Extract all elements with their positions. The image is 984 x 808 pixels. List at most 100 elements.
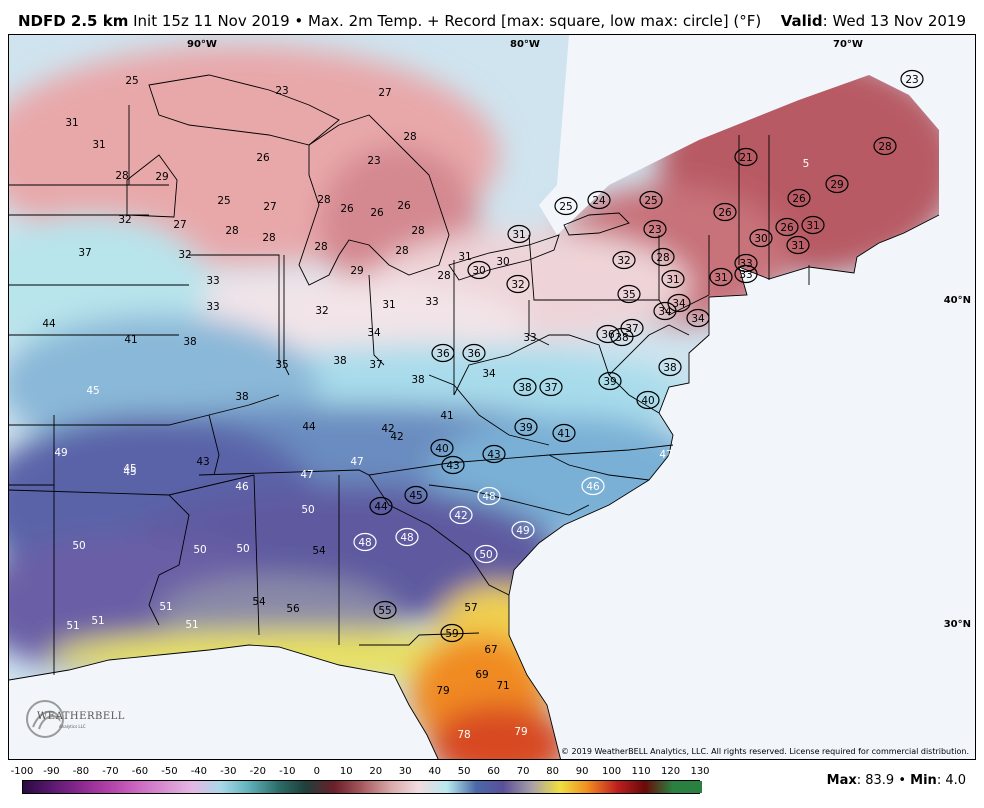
temperature-map: 25 23 27 31 31 28 26 23 28 29 25 27 28 26 26 26 32 27 28 28… <box>8 34 976 760</box>
station-temp-label: 29 <box>155 171 168 183</box>
record-circle <box>467 260 491 280</box>
record-low-max-marker: 48 <box>395 527 419 547</box>
temp-value: 44 <box>302 421 316 433</box>
temp-value: 28 <box>411 225 424 237</box>
colorbar-segment <box>362 781 391 793</box>
temp-value: 79 <box>436 685 449 697</box>
valid-date: : Wed 13 Nov 2019 <box>822 12 966 30</box>
temp-value: 28 <box>656 252 669 264</box>
record-low-max-marker: 41 <box>552 423 576 443</box>
record-circle <box>598 371 622 391</box>
temp-value: 28 <box>115 170 128 182</box>
temp-value: 48 <box>482 491 495 503</box>
station-temp-label: 5 <box>803 158 810 170</box>
record-low-max-marker: 21 <box>734 147 758 167</box>
colorbar-segment <box>192 781 222 793</box>
station-temp-label: 32 <box>118 214 131 226</box>
record-circle <box>643 219 667 239</box>
record-low-max-marker: 38 <box>513 377 537 397</box>
temp-value: 28 <box>437 270 450 282</box>
colorbar-tick-label: 100 <box>602 766 622 777</box>
temp-value: 25 <box>644 195 657 207</box>
record-low-max-marker: 35 <box>617 284 641 304</box>
record-circle <box>661 269 685 289</box>
record-low-max-marker: 59 <box>440 623 464 643</box>
record-low-max-marker: 32 <box>506 274 530 294</box>
station-temp-label: 28 <box>317 194 330 206</box>
station-temp-label: 44 <box>302 421 316 433</box>
record-low-max-marker: 28 <box>651 247 675 267</box>
station-temp-label: 54 <box>252 596 266 608</box>
temp-value: 32 <box>178 249 191 261</box>
temp-value: 5 <box>803 158 810 170</box>
temp-value: 26 <box>792 193 806 205</box>
record-low-max-marker: 42 <box>449 505 473 525</box>
station-temp-label: 71 <box>496 680 509 692</box>
colorbar-segment <box>475 781 504 793</box>
record-low-max-marker: 26 <box>787 188 811 208</box>
colorbar-segment <box>164 781 193 793</box>
temp-value: 38 <box>333 355 346 367</box>
station-temp-label: 33 <box>523 332 536 344</box>
lon-label-70w: 70°W <box>833 39 863 50</box>
station-temp-label: 78 <box>457 729 470 741</box>
logo-subtext: Analytics LLC <box>59 724 86 729</box>
temp-value: 31 <box>791 240 804 252</box>
colorbar-segment <box>220 781 250 793</box>
temp-value: 31 <box>714 272 727 284</box>
temp-value: 79 <box>514 726 527 738</box>
header-title: NDFD 2.5 km Init 15z 11 Nov 2019 • Max. … <box>18 12 761 30</box>
record-low-max-marker: 31 <box>507 224 531 244</box>
station-temp-label: 38 <box>333 355 346 367</box>
station-temp-label: 67 <box>484 644 497 656</box>
colorbar-tick-label: -70 <box>102 766 119 777</box>
colorbar-tick-label: -60 <box>131 766 149 777</box>
record-circle <box>511 520 535 540</box>
record-circle <box>430 438 454 458</box>
station-temp-label: 54 <box>312 545 326 557</box>
record-circle <box>713 202 737 222</box>
record-low-max-marker: 31 <box>661 269 685 289</box>
record-low-max-marker: 26 <box>713 202 737 222</box>
lat-label-40n: 40°N <box>943 295 971 306</box>
temp-value: 28 <box>395 245 408 257</box>
station-temp-label: 51 <box>66 620 79 632</box>
colorbar-segment <box>531 781 561 793</box>
temp-value: 39 <box>603 376 616 388</box>
record-circle <box>658 357 682 377</box>
temp-value: 23 <box>648 224 661 236</box>
record-low-max-marker: 33 <box>734 253 758 273</box>
station-temp-label: 57 <box>464 602 477 614</box>
colorbar-tick-label: 60 <box>487 766 501 777</box>
temp-value: 33 <box>523 332 536 344</box>
record-circle <box>474 544 498 564</box>
temp-value: 41 <box>557 428 570 440</box>
temp-value: 47 <box>350 456 363 468</box>
colorbar-tick-label: 80 <box>546 766 559 777</box>
temp-value: 27 <box>378 87 391 99</box>
station-temp-label: 27 <box>378 87 391 99</box>
colorbar-segment <box>672 781 702 793</box>
temp-value: 32 <box>511 279 524 291</box>
record-circle <box>514 417 538 437</box>
temp-value: 46 <box>586 481 600 493</box>
station-temp-label: 47 <box>350 456 363 468</box>
record-circle <box>513 377 537 397</box>
station-temp-label: 28 <box>437 270 450 282</box>
station-temp-label: 31 <box>92 139 105 151</box>
record-circle <box>462 343 486 363</box>
temp-value: 34 <box>691 313 705 325</box>
temp-value: 50 <box>236 543 249 555</box>
colorbar-tick-label: 10 <box>339 766 353 777</box>
station-temp-label: 51 <box>185 619 198 631</box>
temp-value: 38 <box>518 382 531 394</box>
temp-value: 31 <box>666 274 679 286</box>
station-temp-label: 79 <box>436 685 449 697</box>
temp-value: 35 <box>622 289 635 301</box>
record-low-max-marker: 23 <box>900 69 924 89</box>
station-temp-label: 50 <box>236 543 249 555</box>
station-temp-label: 45 <box>123 463 136 475</box>
temp-value: 38 <box>411 374 424 386</box>
record-circle <box>825 174 849 194</box>
temp-value: 29 <box>155 171 168 183</box>
